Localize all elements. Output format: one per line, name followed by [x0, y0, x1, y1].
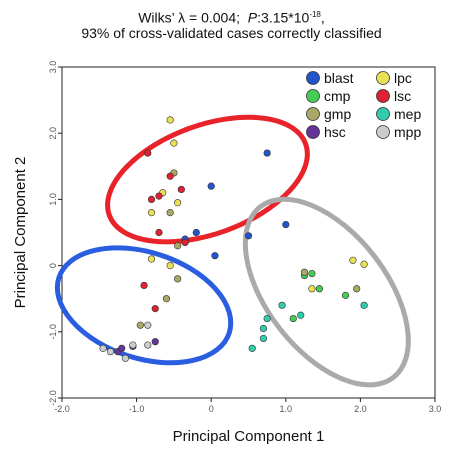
y-tick-label: -2.0 — [48, 390, 58, 406]
point-mpp — [99, 344, 107, 352]
plot-frame — [61, 66, 436, 399]
point-lpc — [166, 116, 174, 124]
x-tick-label: -2.0 — [54, 404, 70, 414]
point-gmp — [162, 295, 171, 303]
point-mep — [259, 324, 268, 333]
point-blast — [263, 149, 271, 157]
legend-label-lpc: lpc — [394, 70, 412, 86]
point-cmp — [341, 291, 350, 299]
point-gmp — [174, 275, 182, 283]
point-gmp — [300, 268, 309, 276]
point-lpc — [349, 256, 357, 264]
title-p-exponent: -18 — [309, 10, 321, 19]
title-wilks: Wilks’ λ = 0.004; — [138, 9, 241, 26]
point-lsc — [144, 149, 152, 157]
legend-label-gmp: gmp — [324, 106, 351, 122]
y-axis-label: Principal Component 2 — [12, 157, 29, 309]
legend-marker-gmp — [306, 107, 320, 121]
x-tick-label: -1.0 — [129, 404, 145, 414]
point-lsc — [181, 238, 189, 247]
legend-marker-cmp — [306, 89, 320, 103]
point-cmp — [308, 269, 316, 278]
point-lsc — [147, 195, 156, 203]
x-axis-label: Principal Component 1 — [173, 428, 325, 445]
point-mpp — [144, 341, 152, 349]
ellipse-right — [242, 196, 411, 388]
chart-title-line1: Wilks’ λ = 0.004; P:3.15*10-18, — [0, 6, 463, 27]
point-mpp — [106, 348, 115, 356]
point-hsc — [118, 344, 126, 352]
legend-marker-lsc — [376, 89, 390, 103]
ellipse-upper — [105, 114, 310, 245]
y-tick-label: 2.0 — [48, 127, 58, 140]
point-blast — [282, 220, 290, 229]
point-blast — [211, 252, 219, 260]
legend-marker-blast — [306, 71, 320, 85]
title-end: , — [320, 9, 325, 26]
legend-label-lsc: lsc — [394, 88, 411, 104]
ellipse-lower-left — [54, 245, 234, 366]
legend-label-blast: blast — [324, 70, 354, 86]
legend-marker-hsc — [306, 125, 320, 139]
y-tick-label: 0 — [48, 263, 58, 268]
point-lsc — [140, 281, 148, 290]
point-mpp — [121, 354, 130, 362]
point-mep — [278, 301, 286, 309]
legend-label-mep: mep — [394, 106, 421, 122]
point-gmp — [166, 209, 174, 217]
point-gmp — [136, 321, 144, 329]
point-cmp — [289, 314, 297, 323]
point-gmp — [174, 242, 182, 250]
legend-label-mpp: mpp — [394, 124, 421, 140]
point-lpc — [147, 209, 156, 217]
legend-marker-mep — [376, 107, 390, 121]
point-lsc — [166, 172, 174, 180]
point-mep — [360, 301, 368, 309]
point-mep — [263, 314, 271, 323]
legend-marker-mpp — [376, 125, 390, 139]
y-tick-label: 1.0 — [48, 193, 58, 206]
legend-label-cmp: cmp — [324, 88, 351, 104]
point-lpc — [166, 262, 174, 270]
point-mep — [259, 334, 268, 343]
x-tick-label: 2.0 — [354, 404, 367, 414]
x-tick-label: 3.0 — [429, 404, 442, 414]
point-blast — [244, 232, 253, 240]
point-mpp — [129, 341, 137, 349]
title-p-label: P — [247, 9, 258, 26]
y-tick-label: 3.0 — [48, 61, 58, 74]
point-lsc — [155, 192, 163, 200]
x-tick-label: 0 — [209, 404, 214, 414]
point-lsc — [177, 185, 185, 194]
chart-title-line2: 93% of cross-validated cases correctly c… — [81, 25, 382, 41]
title-p-value: :3.15*10 — [257, 9, 310, 26]
point-mpp — [144, 321, 152, 329]
point-mep — [248, 344, 256, 352]
point-lpc — [308, 285, 316, 293]
point-hsc — [151, 338, 159, 346]
point-lsc — [155, 228, 163, 237]
point-gmp — [353, 285, 361, 293]
y-tick-label: -1.0 — [48, 324, 58, 340]
point-lpc — [360, 260, 368, 268]
point-mep — [297, 311, 305, 319]
point-blast — [192, 228, 200, 237]
point-cmp — [315, 285, 323, 293]
point-lpc — [147, 255, 156, 263]
point-lsc — [151, 305, 159, 313]
point-lpc — [170, 139, 178, 147]
point-blast — [207, 182, 215, 190]
x-tick-label: 1.0 — [280, 404, 293, 414]
legend-label-hsc: hsc — [324, 124, 346, 140]
point-lpc — [174, 199, 182, 207]
legend-marker-lpc — [376, 71, 390, 85]
